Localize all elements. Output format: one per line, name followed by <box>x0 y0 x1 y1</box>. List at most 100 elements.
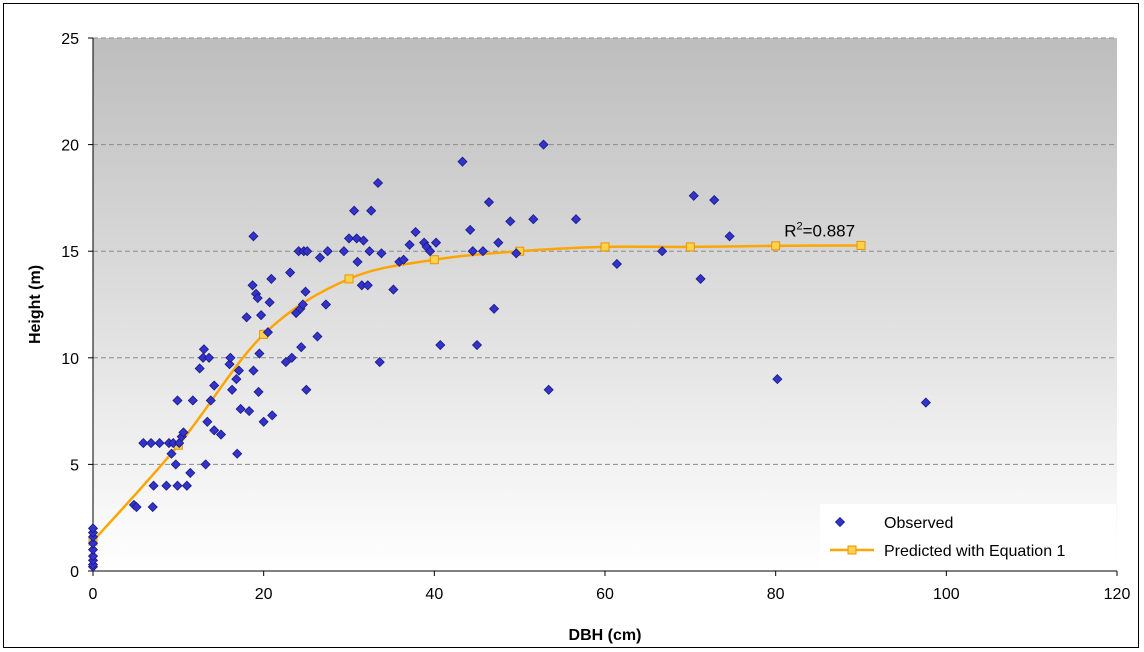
observed-point <box>205 395 216 406</box>
observed-point <box>410 226 421 238</box>
observed-point <box>200 459 211 470</box>
observed-point <box>388 284 399 295</box>
observed-point <box>465 224 476 235</box>
observed-point <box>235 403 246 415</box>
observed-point <box>202 416 213 427</box>
observed-point <box>187 395 198 406</box>
legend-predicted-label: Predicted with Equation 1 <box>884 543 1066 560</box>
observed-point <box>467 246 478 257</box>
observed-point <box>248 231 259 242</box>
observed-point <box>471 339 483 351</box>
observed-point <box>258 416 269 427</box>
observed-point <box>312 331 323 342</box>
observed-point <box>166 448 177 459</box>
observed-point <box>611 258 623 270</box>
observed-point <box>320 299 332 310</box>
observed-point <box>920 397 931 408</box>
observed-point <box>203 352 215 363</box>
predicted-point <box>771 241 781 251</box>
observed-point <box>511 248 522 259</box>
observed-point <box>430 237 442 248</box>
observed-point <box>297 299 308 310</box>
observed-point <box>398 254 409 265</box>
observed-point <box>148 480 159 491</box>
observed-point <box>87 538 99 549</box>
observed-point <box>224 359 235 370</box>
observed-point <box>477 246 489 257</box>
observed-point <box>241 312 252 323</box>
observed-point <box>300 286 311 297</box>
predicted-point <box>856 240 866 250</box>
observed-point <box>145 438 157 449</box>
observed-point <box>538 139 549 150</box>
observed-point <box>194 363 205 374</box>
observed-point <box>254 348 265 359</box>
observed-point <box>227 384 238 395</box>
observed-point <box>264 297 275 308</box>
observed-point <box>170 459 181 470</box>
predicted-point <box>600 242 610 252</box>
observed-point <box>244 406 255 417</box>
annotation-group: R2=0.887 <box>784 220 855 240</box>
observed-point <box>138 438 149 449</box>
observed-point <box>225 352 236 363</box>
observed-point <box>362 280 373 291</box>
observed-point <box>483 197 495 208</box>
observed-point <box>172 480 183 491</box>
observed-series <box>87 139 931 572</box>
observed-point <box>87 523 99 534</box>
observed-point <box>209 380 220 391</box>
y-tick-label: 15 <box>61 244 79 261</box>
observed-point <box>528 214 539 225</box>
observed-point <box>87 544 99 555</box>
observed-point <box>267 410 278 421</box>
observed-point <box>262 327 273 338</box>
observed-point <box>161 480 172 491</box>
observed-point <box>302 246 313 257</box>
observed-point <box>209 425 220 436</box>
observed-point <box>688 190 699 201</box>
observed-point <box>657 246 668 257</box>
observed-point <box>181 480 192 491</box>
r2-annotation: R2=0.887 <box>784 220 855 240</box>
observed-point <box>185 467 196 478</box>
y-tick-label: 0 <box>70 564 79 581</box>
y-tick-label: 10 <box>61 351 79 368</box>
x-tick-label: 80 <box>767 586 785 603</box>
observed-point <box>343 233 355 244</box>
observed-point <box>724 231 735 242</box>
predicted-line <box>92 244 862 542</box>
observed-point <box>301 384 312 395</box>
observed-point <box>314 252 326 263</box>
observed-point <box>425 246 436 257</box>
observed-point <box>253 386 264 397</box>
observed-point <box>198 344 209 355</box>
observed-point <box>232 448 243 459</box>
y-axis-title: Height (m) <box>27 265 44 344</box>
observed-point <box>233 365 244 376</box>
observed-point <box>256 310 267 321</box>
legend-box <box>820 504 1116 570</box>
observed-point <box>178 427 189 438</box>
observed-point <box>87 551 99 562</box>
observed-point <box>131 501 142 513</box>
legend-observed-marker <box>834 516 846 528</box>
observed-point <box>695 273 706 284</box>
x-tick-label: 40 <box>425 586 443 603</box>
observed-point <box>366 205 377 216</box>
observed-point <box>231 374 242 385</box>
observed-point <box>296 342 307 353</box>
observed-point <box>252 293 263 304</box>
legend: Observed Predicted with Equation 1 <box>820 504 1116 570</box>
predicted-point <box>685 242 695 252</box>
legend-predicted-marker <box>847 545 857 555</box>
x-tick-label: 0 <box>89 586 98 603</box>
y-tick-label: 5 <box>70 457 79 474</box>
x-tick-label: 20 <box>255 586 273 603</box>
observed-point <box>435 339 446 351</box>
observed-point <box>286 352 297 363</box>
observed-point <box>154 438 165 449</box>
observed-point <box>376 248 387 259</box>
x-tick-label: 120 <box>1104 586 1131 603</box>
observed-point <box>505 216 516 227</box>
